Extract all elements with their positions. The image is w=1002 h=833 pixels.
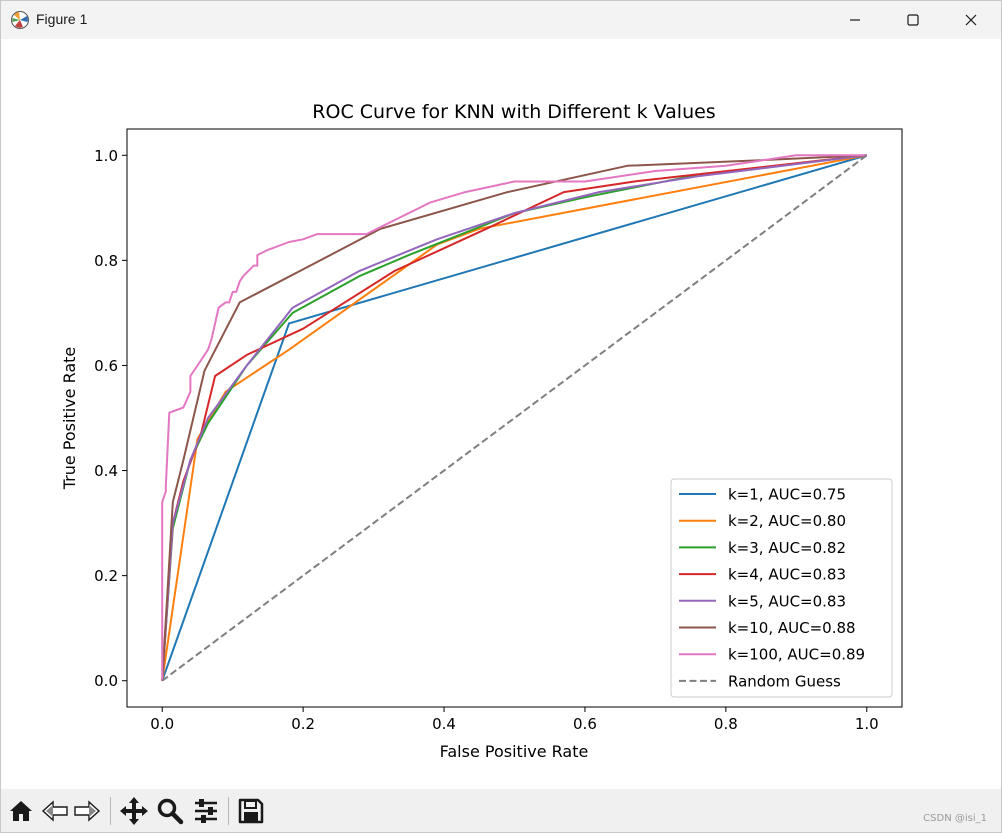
y-tick-label: 0.4 [94,462,118,480]
legend-label-k1: k=1, AUC=0.75 [728,486,846,504]
legend-label-k2: k=2, AUC=0.80 [728,512,846,530]
home-icon [10,801,32,821]
y-tick-label: 1.0 [94,147,118,165]
back-button[interactable] [39,795,71,827]
x-tick-label: 0.0 [150,715,174,733]
navigation-toolbar: CSDN @isi_1 [1,789,1001,832]
legend-label-k5: k=5, AUC=0.83 [728,592,846,610]
window-title: Figure 1 [36,11,88,27]
series-line-k5 [161,154,867,681]
series-line-k10 [161,154,867,681]
series-line-k2 [161,154,867,681]
arrow-right-icon [74,800,101,822]
x-tick-label: 0.2 [291,715,315,733]
legend-label-k4: k=4, AUC=0.83 [728,566,846,584]
forward-button[interactable] [71,795,103,827]
maximize-button[interactable] [884,1,942,39]
toolbar-separator [110,797,111,825]
figure-canvas[interactable]: ROC Curve for KNN with Different k Value… [1,39,1001,789]
toolbar-separator [228,797,229,825]
axes-frame [126,128,903,708]
legend-label-random: Random Guess [728,672,841,690]
x-tick-label: 0.6 [573,715,597,733]
minimize-button[interactable] [826,1,884,39]
x-axis-label: False Positive Rate [440,742,589,761]
ticks-layer: 0.0 0.2 0.4 0.6 0.8 1.0 0.0 0.2 0.4 0.6 0.8 1.0 [94,147,879,733]
save-button[interactable] [235,795,267,827]
series-line-k1 [161,154,868,682]
pan-button[interactable] [118,795,150,827]
move-icon [120,797,148,825]
legend-box [670,478,893,698]
roc-chart: ROC Curve for KNN with Different k Value… [60,101,903,761]
configure-subplots-button[interactable] [190,795,222,827]
close-icon [965,14,977,26]
legend-label-k3: k=3, AUC=0.82 [728,539,846,557]
legend: k=1, AUC=0.75 k=2, AUC=0.80 k=3, AUC=0.82 k… [670,478,893,698]
y-tick-label: 0.6 [94,357,118,375]
series-line-k100 [161,154,867,681]
minimize-icon [850,19,860,21]
matplotlib-icon [11,11,29,29]
legend-label-k100: k=100, AUC=0.89 [728,646,865,664]
search-icon [157,798,184,825]
chart-title: ROC Curve for KNN with Different k Value… [312,101,715,123]
x-tick-label: 0.8 [714,715,738,733]
x-tick-label: 1.0 [855,715,879,733]
y-axis-label: True Positive Rate [60,347,79,491]
series-layer [161,154,868,682]
y-tick-label: 0.2 [94,567,118,585]
maximize-icon [907,14,919,26]
arrow-left-icon [41,800,68,822]
home-button[interactable] [5,795,37,827]
legend-label-k10: k=10, AUC=0.88 [728,619,856,637]
watermark: CSDN @isi_1 [923,813,987,824]
y-tick-label: 0.0 [94,672,118,690]
close-button[interactable] [942,1,1000,39]
save-icon [238,798,264,824]
sliders-icon [195,799,217,823]
zoom-button[interactable] [154,795,186,827]
title-bar[interactable]: Figure 1 [1,1,1001,39]
x-tick-label: 0.4 [432,715,456,733]
y-tick-label: 0.8 [94,252,118,270]
